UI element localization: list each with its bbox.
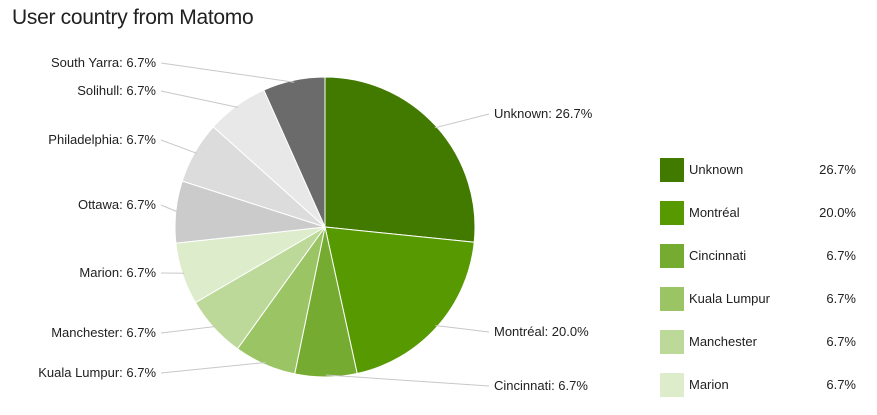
leader-line-south-yarra: [160, 62, 295, 83]
legend-swatch: [660, 287, 684, 311]
pie-slice-south-yarra[interactable]: [263, 76, 326, 228]
legend-item-unknown[interactable]: Unknown 26.7%: [660, 158, 856, 182]
slice-label-solihull: Solihull: 6.7%: [77, 83, 156, 98]
pie-slice-montreal[interactable]: [324, 226, 475, 375]
legend-value: 26.7%: [819, 162, 856, 177]
legend-swatch: [660, 373, 684, 397]
legend-label: Marion: [689, 377, 729, 392]
slice-label-kuala-lumpur: Kuala Lumpur: 6.7%: [38, 365, 156, 380]
leader-line-unknown: [434, 113, 490, 129]
legend-swatch: [660, 158, 684, 182]
legend-item-montreal[interactable]: Montréal 20.0%: [660, 201, 856, 225]
legend-item-manchester[interactable]: Manchester 6.7%: [660, 330, 856, 354]
legend-item-marion[interactable]: Marion 6.7%: [660, 373, 856, 397]
legend-value: 6.7%: [826, 248, 856, 263]
slice-label-philadelphia: Philadelphia: 6.7%: [48, 132, 156, 147]
slice-label-manchester: Manchester: 6.7%: [51, 325, 156, 340]
legend-label: Montréal: [689, 205, 740, 220]
slice-label-south-yarra: South Yarra: 6.7%: [51, 55, 156, 70]
legend-swatch: [660, 330, 684, 354]
leader-line-cincinnati: [325, 374, 490, 387]
leader-line-philadelphia: [160, 139, 197, 154]
pie-slice-unknown[interactable]: [324, 76, 476, 243]
legend-value: 20.0%: [819, 205, 856, 220]
legend-value: 6.7%: [826, 377, 856, 392]
leader-line-ottawa: [160, 204, 178, 213]
legend-swatch: [660, 201, 684, 225]
slice-label-unknown: Unknown: 26.7%: [494, 106, 593, 121]
legend-label: Kuala Lumpur: [689, 291, 770, 306]
leader-line-solihull: [160, 90, 239, 108]
legend-item-kuala-lumpur[interactable]: Kuala Lumpur 6.7%: [660, 287, 856, 311]
legend-swatch: [660, 244, 684, 268]
leader-line-kuala-lumpur: [160, 362, 266, 374]
slice-label-ottawa: Ottawa: 6.7%: [78, 197, 156, 212]
legend-value: 6.7%: [826, 334, 856, 349]
legend-label: Cincinnati: [689, 248, 747, 263]
slice-label-cincinnati: Cincinnati: 6.7%: [494, 378, 588, 393]
legend-label: Unknown: [689, 162, 744, 177]
legend-label: Manchester: [689, 334, 757, 349]
chart-title: User country from Matomo: [12, 6, 254, 29]
leader-line-manchester: [160, 326, 216, 334]
slice-label-marion: Marion: 6.7%: [79, 265, 156, 280]
legend-item-cincinnati[interactable]: Cincinnati 6.7%: [660, 244, 856, 268]
leader-line-montreal: [435, 325, 490, 333]
slice-label-montreal: Montréal: 20.0%: [494, 324, 589, 339]
legend-value: 6.7%: [826, 291, 856, 306]
